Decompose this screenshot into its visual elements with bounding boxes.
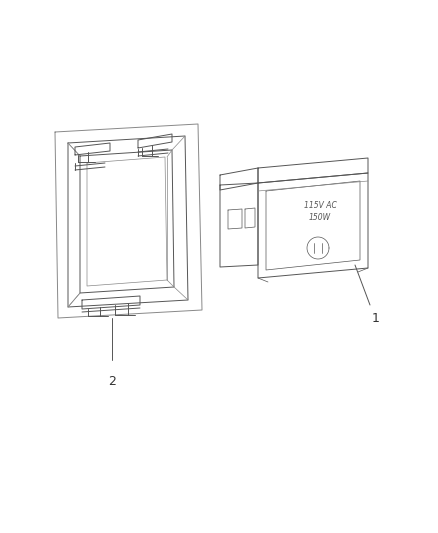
Text: 115V AC: 115V AC xyxy=(304,200,336,209)
Text: 2: 2 xyxy=(108,375,116,388)
Text: 1: 1 xyxy=(372,312,380,325)
Text: 150W: 150W xyxy=(309,214,331,222)
